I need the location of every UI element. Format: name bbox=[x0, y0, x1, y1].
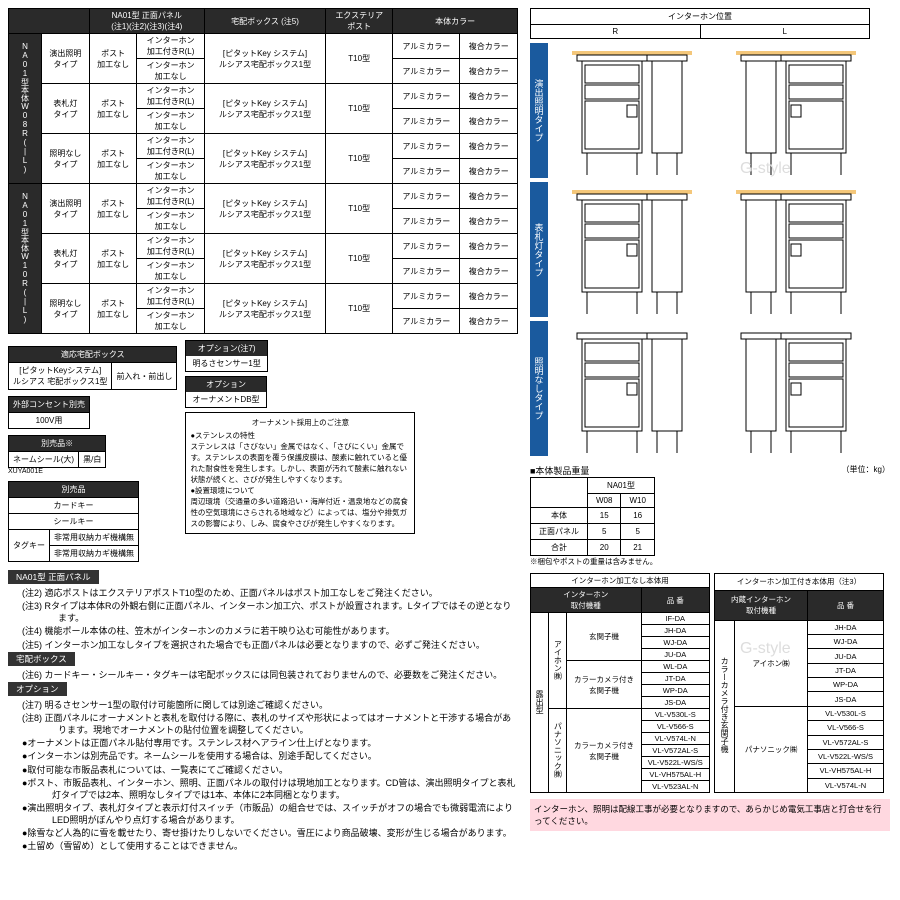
t2-title: インターホン加工付き本体用（注3） bbox=[715, 574, 884, 591]
note: ●演出照明タイプ、表札灯タイプと表示灯付スイッチ（市販品）の組合せでは、スイッチ… bbox=[22, 802, 518, 826]
option2: オプション オーナメントDB型 bbox=[185, 376, 266, 408]
h: 品 番 bbox=[641, 588, 709, 613]
intercom-table-2: インターホン加工付き本体用（注3） 内蔵インターホン 取付機種品 番 カラーカメ… bbox=[714, 573, 884, 793]
note: ●オーナメントは正面パネル貼付専用です。ステンレス材ヘアライン仕上げとなります。 bbox=[22, 737, 518, 749]
v: 前入れ・前出し bbox=[112, 363, 177, 390]
note: ●取付可能な市販品表札については、一覧表にてご確認ください。 bbox=[22, 764, 518, 776]
weight-table: NA01型 W08W10 本体1516 正面パネル55 合計2021 bbox=[530, 477, 655, 556]
intercom-table-1: インターホン加工なし本体用 インターホン 取付機種品 番 露出型アイホン㈱玄関子… bbox=[530, 573, 710, 793]
c: W08 bbox=[588, 494, 621, 508]
note: (注4) 機能ポール本体の柱、笠木がインターホンのカメラに若干映り込む可能性があ… bbox=[22, 625, 518, 637]
v: カードキー bbox=[9, 498, 139, 514]
v: オーナメントDB型 bbox=[186, 392, 265, 407]
ih-title: インターホン位置 bbox=[531, 9, 870, 25]
weight-title: ■本体製品重量 bbox=[530, 466, 589, 476]
h: 品 番 bbox=[808, 590, 884, 620]
hdr-box: 宅配ボックス (注5) bbox=[204, 9, 325, 34]
ih-r: R bbox=[531, 25, 701, 39]
notes-title1: NA01型 正面パネル bbox=[8, 570, 99, 584]
c: 本体 bbox=[531, 508, 588, 524]
lbl: オプション bbox=[186, 377, 265, 392]
code: XUYA001E bbox=[8, 468, 177, 475]
v: 非常用収納カギ機構無 bbox=[50, 530, 139, 546]
v: 明るさセンサー1型 bbox=[186, 356, 266, 371]
hdr-post: エクステリア ポスト bbox=[326, 9, 393, 34]
lbl: 別売品 bbox=[9, 482, 139, 498]
intercom-position-header: インターホン位置 RL bbox=[530, 8, 870, 39]
c: 正面パネル bbox=[531, 524, 588, 540]
notes-title2: 宅配ボックス bbox=[8, 652, 75, 666]
v: シールキー bbox=[9, 514, 139, 530]
c: 5 bbox=[588, 524, 621, 540]
box-nameseal: 別売品※ ネームシール(大)黒/白 bbox=[8, 435, 106, 468]
note: (注3) Rタイプは本体Rの外観右側に正面パネル、インターホン加工穴、ポストが設… bbox=[22, 600, 518, 624]
option1: オプション(注7) 明るさセンサー1型 bbox=[185, 340, 267, 372]
box-keys: 別売品 カードキー シールキー タグキー非常用収納カギ機構無 非常用収納カギ機構… bbox=[8, 481, 139, 562]
ornament-notice: オーナメント採用上のご注意 ●ステンレスの特性 ステンレスは「さびない」金属では… bbox=[185, 412, 415, 534]
v: タグキー bbox=[9, 530, 50, 562]
notes-section: NA01型 正面パネル (注2) 適応ポストはエクステリアポストT10型のため、… bbox=[8, 570, 518, 853]
notice-title: オーナメント採用上のご注意 bbox=[190, 417, 410, 428]
ih-l: L bbox=[700, 25, 870, 39]
weight-unit: （単位：kg） bbox=[842, 464, 890, 475]
note: ●土留め（雪留め）として使用することはできません。 bbox=[22, 840, 518, 852]
note: ●ポスト、市販品表札、インターホン、照明、正面パネルの取付けは現地加工となります… bbox=[22, 777, 518, 801]
weight-section: ■本体製品重量 （単位：kg） NA01型 W08W10 本体1516 正面パネ… bbox=[530, 464, 890, 567]
c: 16 bbox=[621, 508, 654, 524]
h: インターホン 取付機種 bbox=[531, 588, 642, 613]
note: (注7) 明るさセンサー1型の取付け可能箇所に関しては別途ご確認ください。 bbox=[22, 699, 518, 711]
lbl: オプション(注7) bbox=[186, 341, 266, 356]
v: ネームシール(大) bbox=[9, 452, 79, 468]
lbl: 別売品※ bbox=[9, 436, 106, 452]
note: ●除雪など人為的に雪を載せたり、寄せ掛けたりしないでください。雪圧により商品破壊… bbox=[22, 827, 518, 839]
note: ●インターホンは別売品です。ネームシールを使用する場合は、別途手配してください。 bbox=[22, 750, 518, 762]
notice-body: ●ステンレスの特性 ステンレスは「さびない」金属ではなく、「さびにくい」金属です… bbox=[190, 430, 410, 529]
v: 非常用収納カギ機構無 bbox=[50, 546, 139, 562]
c: NA01型 bbox=[588, 478, 655, 494]
notes-title3: オプション bbox=[8, 682, 67, 696]
note: (注8) 正面パネルにオーナメントと表札を取付ける際に、表札のサイズや形状によっ… bbox=[22, 712, 518, 736]
c: 21 bbox=[621, 540, 654, 556]
pink-notice: インターホン、照明は配線工事が必要となりますので、あらかじめ電気工事店と打合せを… bbox=[530, 799, 890, 831]
note: (注6) カードキー・シールキー・タグキーは宅配ボックスには同包装されておりませ… bbox=[22, 669, 518, 681]
main-spec-table: NA01型 正面パネル (注1)(注2)(注3)(注4) 宅配ボックス (注5)… bbox=[8, 8, 518, 334]
lbl: 適応宅配ボックス bbox=[9, 347, 177, 363]
right-panel: インターホン位置 RL 演出照明タイプ 表札灯タイプ bbox=[530, 8, 890, 831]
c: 20 bbox=[588, 540, 621, 556]
box-compatible: 適応宅配ボックス [ピタットKeyシステム] ルシアス 宅配ボックス1型前入れ・… bbox=[8, 346, 177, 390]
c: W10 bbox=[621, 494, 654, 508]
v: [ピタットKeyシステム] ルシアス 宅配ボックス1型 bbox=[9, 363, 112, 390]
box-outlet: 外部コンセント別売 100V用 bbox=[8, 396, 90, 429]
hdr-color: 本体カラー bbox=[393, 9, 518, 34]
v: 黒/白 bbox=[79, 452, 106, 468]
c: 15 bbox=[588, 508, 621, 524]
t1-title: インターホン加工なし本体用 bbox=[531, 574, 710, 588]
c: 5 bbox=[621, 524, 654, 540]
h: 内蔵インターホン 取付機種 bbox=[715, 590, 808, 620]
note: (注2) 適応ポストはエクステリアポストT10型のため、正面パネルはポスト加工な… bbox=[22, 587, 518, 599]
hdr-panel: NA01型 正面パネル (注1)(注2)(注3)(注4) bbox=[89, 9, 204, 34]
weight-note: ※梱包やポストの重量は含みません。 bbox=[530, 556, 890, 567]
v: 100V用 bbox=[9, 413, 90, 429]
intercom-tables: インターホン加工なし本体用 インターホン 取付機種品 番 露出型アイホン㈱玄関子… bbox=[530, 573, 890, 793]
c: 合計 bbox=[531, 540, 588, 556]
note: (注5) インターホン加工なしタイプを選択された場合でも正面パネルは必要となりま… bbox=[22, 639, 518, 651]
lbl: 外部コンセント別売 bbox=[9, 397, 90, 413]
